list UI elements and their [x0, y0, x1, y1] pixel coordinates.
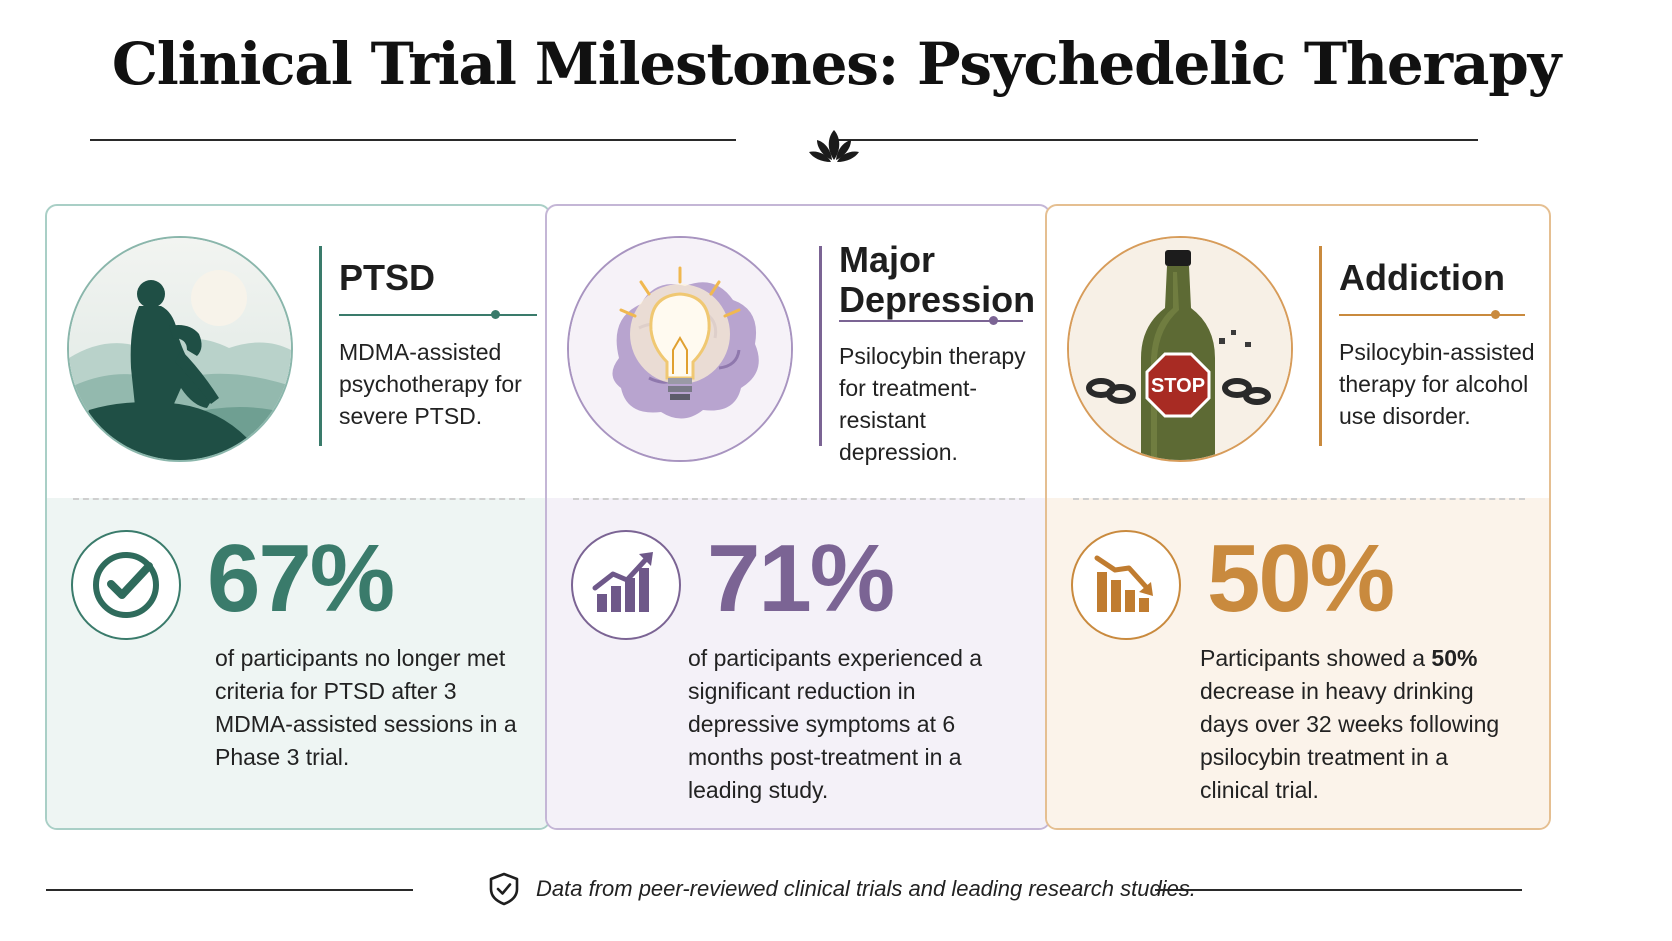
ptsd-card: PTSD MDMA-assisted psychotherapy for sev… — [45, 204, 551, 830]
depression-icon-circle — [571, 530, 681, 640]
addiction-description: Psilocybin-assisted therapy for alcohol … — [1339, 339, 1535, 429]
addiction-card: STOP Addiction Psilocybin-assisted thera… — [1045, 204, 1551, 830]
footer-note: Data from peer-reviewed clinical trials … — [536, 876, 1196, 901]
lotus-icon — [809, 130, 859, 162]
ptsd-illustration — [67, 236, 293, 462]
addiction-stat-text-pre: Participants showed a — [1200, 645, 1432, 671]
addiction-stat-description: Participants showed a 50% decrease in he… — [1200, 642, 1500, 807]
card-divider — [1073, 498, 1525, 500]
depression-description: Psilocybin therapy for treatment-resista… — [839, 343, 1026, 465]
depression-card: Major Depression Psilocybin therapy for … — [545, 204, 1051, 830]
depression-accent-bar — [819, 246, 822, 446]
depression-accent-line — [839, 320, 1023, 322]
ptsd-condition-title: PTSD — [339, 257, 436, 298]
shield-check-icon — [489, 872, 519, 906]
ptsd-accent-bar — [319, 246, 322, 446]
footer-divider-left — [46, 889, 413, 891]
stop-sign-text: STOP — [1151, 375, 1205, 397]
ptsd-accent-line — [339, 314, 537, 316]
addiction-icon-circle — [1071, 530, 1181, 640]
addiction-accent-bar — [1319, 246, 1322, 446]
depression-illustration — [567, 236, 793, 462]
title-divider-left — [90, 139, 736, 141]
page-title: Clinical Trial Milestones: Psychedelic T… — [111, 30, 1562, 98]
addiction-stat-highlight: 50% — [1431, 645, 1478, 671]
ptsd-description: MDMA-assisted psychotherapy for severe P… — [339, 339, 522, 429]
card-divider — [573, 498, 1025, 500]
addiction-accent-dot — [1491, 310, 1500, 319]
checkmark-icon — [93, 552, 159, 618]
depression-accent-dot — [989, 316, 998, 325]
addiction-accent-line — [1339, 314, 1525, 316]
depression-stat-description: of participants experienced a significan… — [688, 645, 983, 803]
declining-bar-chart-icon — [1094, 555, 1153, 612]
rising-bar-chart-icon — [592, 552, 653, 612]
addiction-stat-value: 50% — [1207, 525, 1395, 632]
ptsd-accent-dot — [491, 310, 500, 319]
addiction-condition-title: Addiction — [1339, 257, 1505, 298]
footer-divider-right — [1155, 889, 1522, 891]
addiction-stat-text-post: decrease in heavy drinking days over 32 … — [1200, 678, 1500, 803]
title-divider-right — [832, 139, 1478, 141]
depression-stat-value: 71% — [707, 525, 895, 632]
addiction-illustration: STOP — [1067, 236, 1293, 462]
ptsd-stat-value: 67% — [207, 525, 395, 632]
ptsd-stat-description: of participants no longer met criteria f… — [215, 645, 517, 770]
ptsd-icon-circle — [71, 530, 181, 640]
card-divider — [73, 498, 525, 500]
depression-condition-title: Major Depression — [839, 239, 1036, 320]
